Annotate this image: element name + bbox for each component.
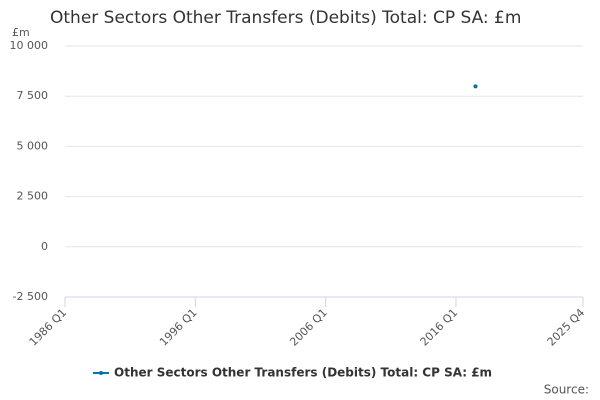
y-tick-label: 10 000	[10, 39, 49, 52]
x-tick-label: 2006 Q1	[287, 306, 330, 349]
y-tick-label: 2 500	[17, 190, 49, 203]
y-tick-label: 7 500	[17, 89, 49, 102]
x-tick-label: 1996 Q1	[157, 306, 200, 349]
source-label: Source:	[544, 383, 589, 397]
data-point	[473, 84, 478, 89]
legend-symbol	[99, 371, 103, 375]
x-tick-label: 2025 Q4	[545, 306, 588, 349]
x-tick-label: 2016 Q1	[418, 306, 461, 349]
y-tick-label: 5 000	[17, 139, 49, 152]
x-tick-label: 1986 Q1	[27, 306, 70, 349]
legend-label: Other Sectors Other Transfers (Debits) T…	[114, 366, 492, 380]
chart-title: Other Sectors Other Transfers (Debits) T…	[50, 8, 521, 28]
y-tick-label: 0	[41, 240, 48, 253]
y-tick-label: -2 500	[13, 290, 48, 303]
y-axis-label: £m	[12, 26, 30, 39]
